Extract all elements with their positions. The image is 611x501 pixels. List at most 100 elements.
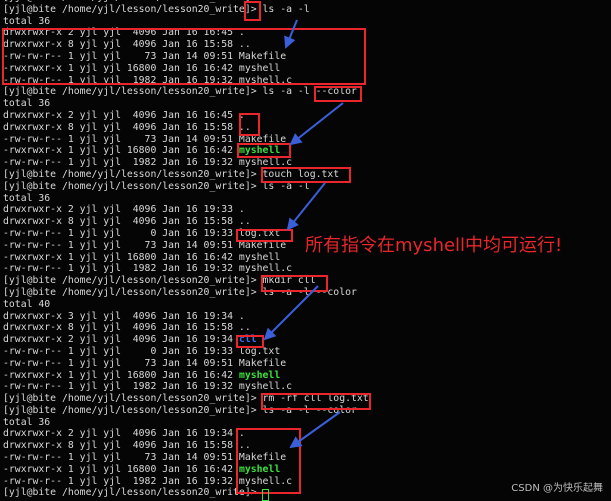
terminal-line: drwxrwxr-x 8 yjl yjl 4096 Jan 16 15:58 .… — [3, 440, 369, 452]
line-text: -rwxrwxr-x 1 yjl yjl 16800 Jan 16 16:42 — [3, 463, 239, 475]
terminal-line: total 36 — [3, 193, 369, 205]
line-text: -rw-rw-r-- 1 yjl yjl 73 Jan 14 09:51 Mak… — [3, 239, 287, 251]
line-text: -rw-rw-r-- 1 yjl yjl 0 Jan 16 19:33 log.… — [3, 227, 281, 239]
terminal-line: -rw-rw-r-- 1 yjl yjl 73 Jan 14 09:51 Mak… — [3, 358, 369, 370]
highlight-box-cll — [236, 335, 264, 348]
highlight-box-rm — [261, 393, 371, 410]
terminal-line: [yjl@bite /home/yjl/lesson/lesson20_writ… — [3, 275, 369, 287]
line-text: [yjl@bite /home/yjl/lesson/lesson20_writ… — [3, 487, 263, 499]
line-text: [yjl@bite /home/yjl/lesson/lesson20_writ… — [3, 393, 369, 405]
arrow-icon — [263, 285, 319, 341]
line-text: drwxrwxr-x 3 yjl yjl 4096 Jan 16 19:34 . — [3, 310, 245, 322]
terminal-line: total 40 — [3, 299, 369, 311]
terminal-line: [yjl@bite /home/yjl/lesson/lesson20_writ… — [3, 4, 369, 16]
line-text: total 36 — [3, 98, 51, 110]
terminal-output: [yjl@bite /home/yjl/lesson/lesson20_writ… — [3, 0, 369, 499]
line-text: drwxrwxr-x 2 yjl yjl 4096 Jan 16 16:45 . — [3, 27, 245, 39]
colored-filename: myshell — [238, 145, 281, 157]
terminal-line: drwxrwxr-x 2 yjl yjl 4096 Jan 16 16:45 . — [3, 27, 369, 39]
terminal-line: drwxrwxr-x 8 yjl yjl 4096 Jan 16 15:58 .… — [3, 216, 369, 228]
line-text: [yjl@bite /home/yjl/lesson/lesson20_writ… — [3, 404, 357, 416]
terminal-line: -rwxrwxr-x 1 yjl yjl 16800 Jan 16 16:42 … — [3, 145, 369, 157]
line-text: drwxrwxr-x 8 yjl yjl 4096 Jan 16 15:58 .… — [3, 216, 251, 228]
line-text: [yjl@bite /home/yjl/lesson/lesson20_writ… — [3, 86, 357, 98]
terminal-line: drwxrwxr-x 8 yjl yjl 4096 Jan 16 15:58 .… — [3, 122, 369, 134]
line-text: total 36 — [3, 192, 51, 204]
highlight-box-touch — [261, 167, 351, 183]
line-text: -rwxrwxr-x 1 yjl yjl 16800 Jan 16 16:42 — [3, 145, 239, 157]
line-text: drwxrwxr-x 2 yjl yjl 4096 Jan 16 16:45 . — [3, 109, 245, 121]
highlight-box-listing-1 — [2, 28, 366, 85]
line-text: [yjl@bite /home/yjl/lesson/lesson20_writ… — [3, 180, 310, 192]
terminal-line: -rw-rw-r-- 1 yjl yjl 1982 Jan 16 19:32 m… — [3, 263, 369, 275]
highlight-box-myshell — [237, 143, 291, 158]
terminal-line: [yjl@bite /home/yjl/lesson/lesson20_writ… — [3, 86, 369, 98]
line-text: [yjl@bite /home/yjl/lesson/lesson20_writ… — [3, 275, 316, 287]
terminal-line: -rwxrwxr-x 1 yjl yjl 16800 Jan 16 16:42 … — [3, 464, 369, 476]
line-text: [yjl@bite /home/yjl/lesson/lesson20_writ… — [3, 0, 292, 3]
terminal-line: drwxrwxr-x 8 yjl yjl 4096 Jan 16 15:58 .… — [3, 39, 369, 51]
terminal-cursor — [262, 489, 269, 501]
terminal-line: -rw-rw-r-- 1 yjl yjl 1982 Jan 16 19:32 m… — [3, 157, 369, 169]
line-text: -rwxrwxr-x 1 yjl yjl 16800 Jan 16 16:42 — [3, 369, 239, 381]
line-text: drwxrwxr-x 2 yjl yjl 4096 Jan 16 19:33 . — [3, 204, 245, 216]
line-text: drwxrwxr-x 2 yjl yjl 4096 Jan 16 19:34 — [3, 334, 239, 346]
terminal-line: -rwxrwxr-x 1 yjl yjl 16800 Jan 16 16:42 … — [3, 370, 369, 382]
line-text: total 36 — [3, 416, 51, 428]
terminal-line: -rw-rw-r-- 1 yjl yjl 0 Jan 16 19:33 log.… — [3, 228, 369, 240]
terminal-line: [yjl@bite /home/yjl/lesson/lesson20_writ… — [3, 287, 369, 299]
terminal-line: [yjl@bite /home/yjl/lesson/lesson20_writ… — [3, 0, 369, 4]
line-text: total 36 — [3, 15, 51, 27]
line-text: -rw-rw-r-- 1 yjl yjl 0 Jan 16 19:33 log.… — [3, 345, 281, 357]
line-text: -rw-rw-r-- 1 yjl yjl 1982 Jan 16 19:32 m… — [3, 381, 293, 393]
line-text: -rw-rw-r-- 1 yjl yjl 73 Jan 14 09:51 Mak… — [3, 452, 287, 464]
line-text: drwxrwxr-x 2 yjl yjl 4096 Jan 16 19:34 . — [3, 428, 245, 440]
line-text: -rw-rw-r-- 1 yjl yjl 1982 Jan 16 19:32 m… — [3, 74, 293, 86]
highlight-box-mkdir — [261, 275, 328, 292]
terminal-line: -rw-rw-r-- 1 yjl yjl 1982 Jan 16 19:32 m… — [3, 476, 369, 488]
line-text: total 40 — [3, 298, 51, 310]
highlight-box-dot-dirs — [239, 113, 260, 136]
line-text: -rw-rw-r-- 1 yjl yjl 73 Jan 14 09:51 Mak… — [3, 357, 287, 369]
terminal-line: [yjl@bite /home/yjl/lesson/lesson20_writ… — [3, 169, 369, 181]
terminal-line: drwxrwxr-x 2 yjl yjl 4096 Jan 16 19:34 . — [3, 428, 369, 440]
line-text: -rw-rw-r-- 1 yjl yjl 1982 Jan 16 19:32 m… — [3, 475, 293, 487]
line-text: [yjl@bite /home/yjl/lesson/lesson20_writ… — [3, 3, 310, 15]
terminal-line: -rw-rw-r-- 1 yjl yjl 1982 Jan 16 19:32 m… — [3, 381, 369, 393]
arrow-icon — [284, 19, 298, 49]
terminal-line: drwxrwxr-x 8 yjl yjl 4096 Jan 16 15:58 .… — [3, 322, 369, 334]
terminal-line: -rw-rw-r-- 1 yjl yjl 1982 Jan 16 19:32 m… — [3, 75, 369, 87]
line-text: -rw-rw-r-- 1 yjl yjl 1982 Jan 16 19:32 m… — [3, 157, 293, 169]
line-text: -rwxrwxr-x 1 yjl yjl 16800 Jan 16 16:42 … — [3, 62, 281, 74]
terminal-line: -rw-rw-r-- 1 yjl yjl 73 Jan 14 09:51 Mak… — [3, 51, 369, 63]
colored-filename: myshell — [238, 463, 281, 475]
line-text: -rw-rw-r-- 1 yjl yjl 73 Jan 14 09:51 Mak… — [3, 50, 287, 62]
highlight-box-color-flag — [314, 86, 362, 102]
colored-filename: myshell — [238, 369, 281, 381]
highlight-box-logtxt — [236, 229, 293, 242]
line-text: [yjl@bite /home/yjl/lesson/lesson20_writ… — [3, 286, 357, 298]
annotation-text: 所有指令在myshell中均可运行! — [305, 235, 563, 256]
highlight-box-prompt — [244, 1, 261, 21]
line-text: drwxrwxr-x 8 yjl yjl 4096 Jan 16 15:58 .… — [3, 440, 251, 452]
line-text: drwxrwxr-x 8 yjl yjl 4096 Jan 16 15:58 .… — [3, 121, 251, 133]
terminal-line: drwxrwxr-x 2 yjl yjl 4096 Jan 16 16:45 . — [3, 110, 369, 122]
line-text: -rw-rw-r-- 1 yjl yjl 1982 Jan 16 19:32 m… — [3, 263, 293, 275]
arrow-icon — [289, 411, 341, 449]
terminal-line: drwxrwxr-x 2 yjl yjl 4096 Jan 16 19:33 . — [3, 204, 369, 216]
terminal-line: [yjl@bite /home/yjl/lesson/lesson20_writ… — [3, 393, 369, 405]
terminal-line: total 36 — [3, 98, 369, 110]
terminal-line: -rw-rw-r-- 1 yjl yjl 73 Jan 14 09:51 Mak… — [3, 452, 369, 464]
terminal-line: -rw-rw-r-- 1 yjl yjl 73 Jan 14 09:51 Mak… — [3, 134, 369, 146]
terminal-line: -rwxrwxr-x 1 yjl yjl 16800 Jan 16 16:42 … — [3, 63, 369, 75]
terminal-line: [yjl@bite /home/yjl/lesson/lesson20_writ… — [3, 487, 369, 499]
line-text: drwxrwxr-x 8 yjl yjl 4096 Jan 16 15:58 .… — [3, 322, 251, 334]
terminal-line: drwxrwxr-x 3 yjl yjl 4096 Jan 16 19:34 . — [3, 311, 369, 323]
terminal-line: total 36 — [3, 16, 369, 28]
terminal-line: -rw-rw-r-- 1 yjl yjl 0 Jan 16 19:33 log.… — [3, 346, 369, 358]
terminal-line: -rw-rw-r-- 1 yjl yjl 73 Jan 14 09:51 Mak… — [3, 240, 369, 252]
terminal-line: drwxrwxr-x 2 yjl yjl 4096 Jan 16 19:34 c… — [3, 334, 369, 346]
line-text: drwxrwxr-x 8 yjl yjl 4096 Jan 16 15:58 .… — [3, 39, 251, 51]
colored-filename: cll — [238, 334, 257, 346]
